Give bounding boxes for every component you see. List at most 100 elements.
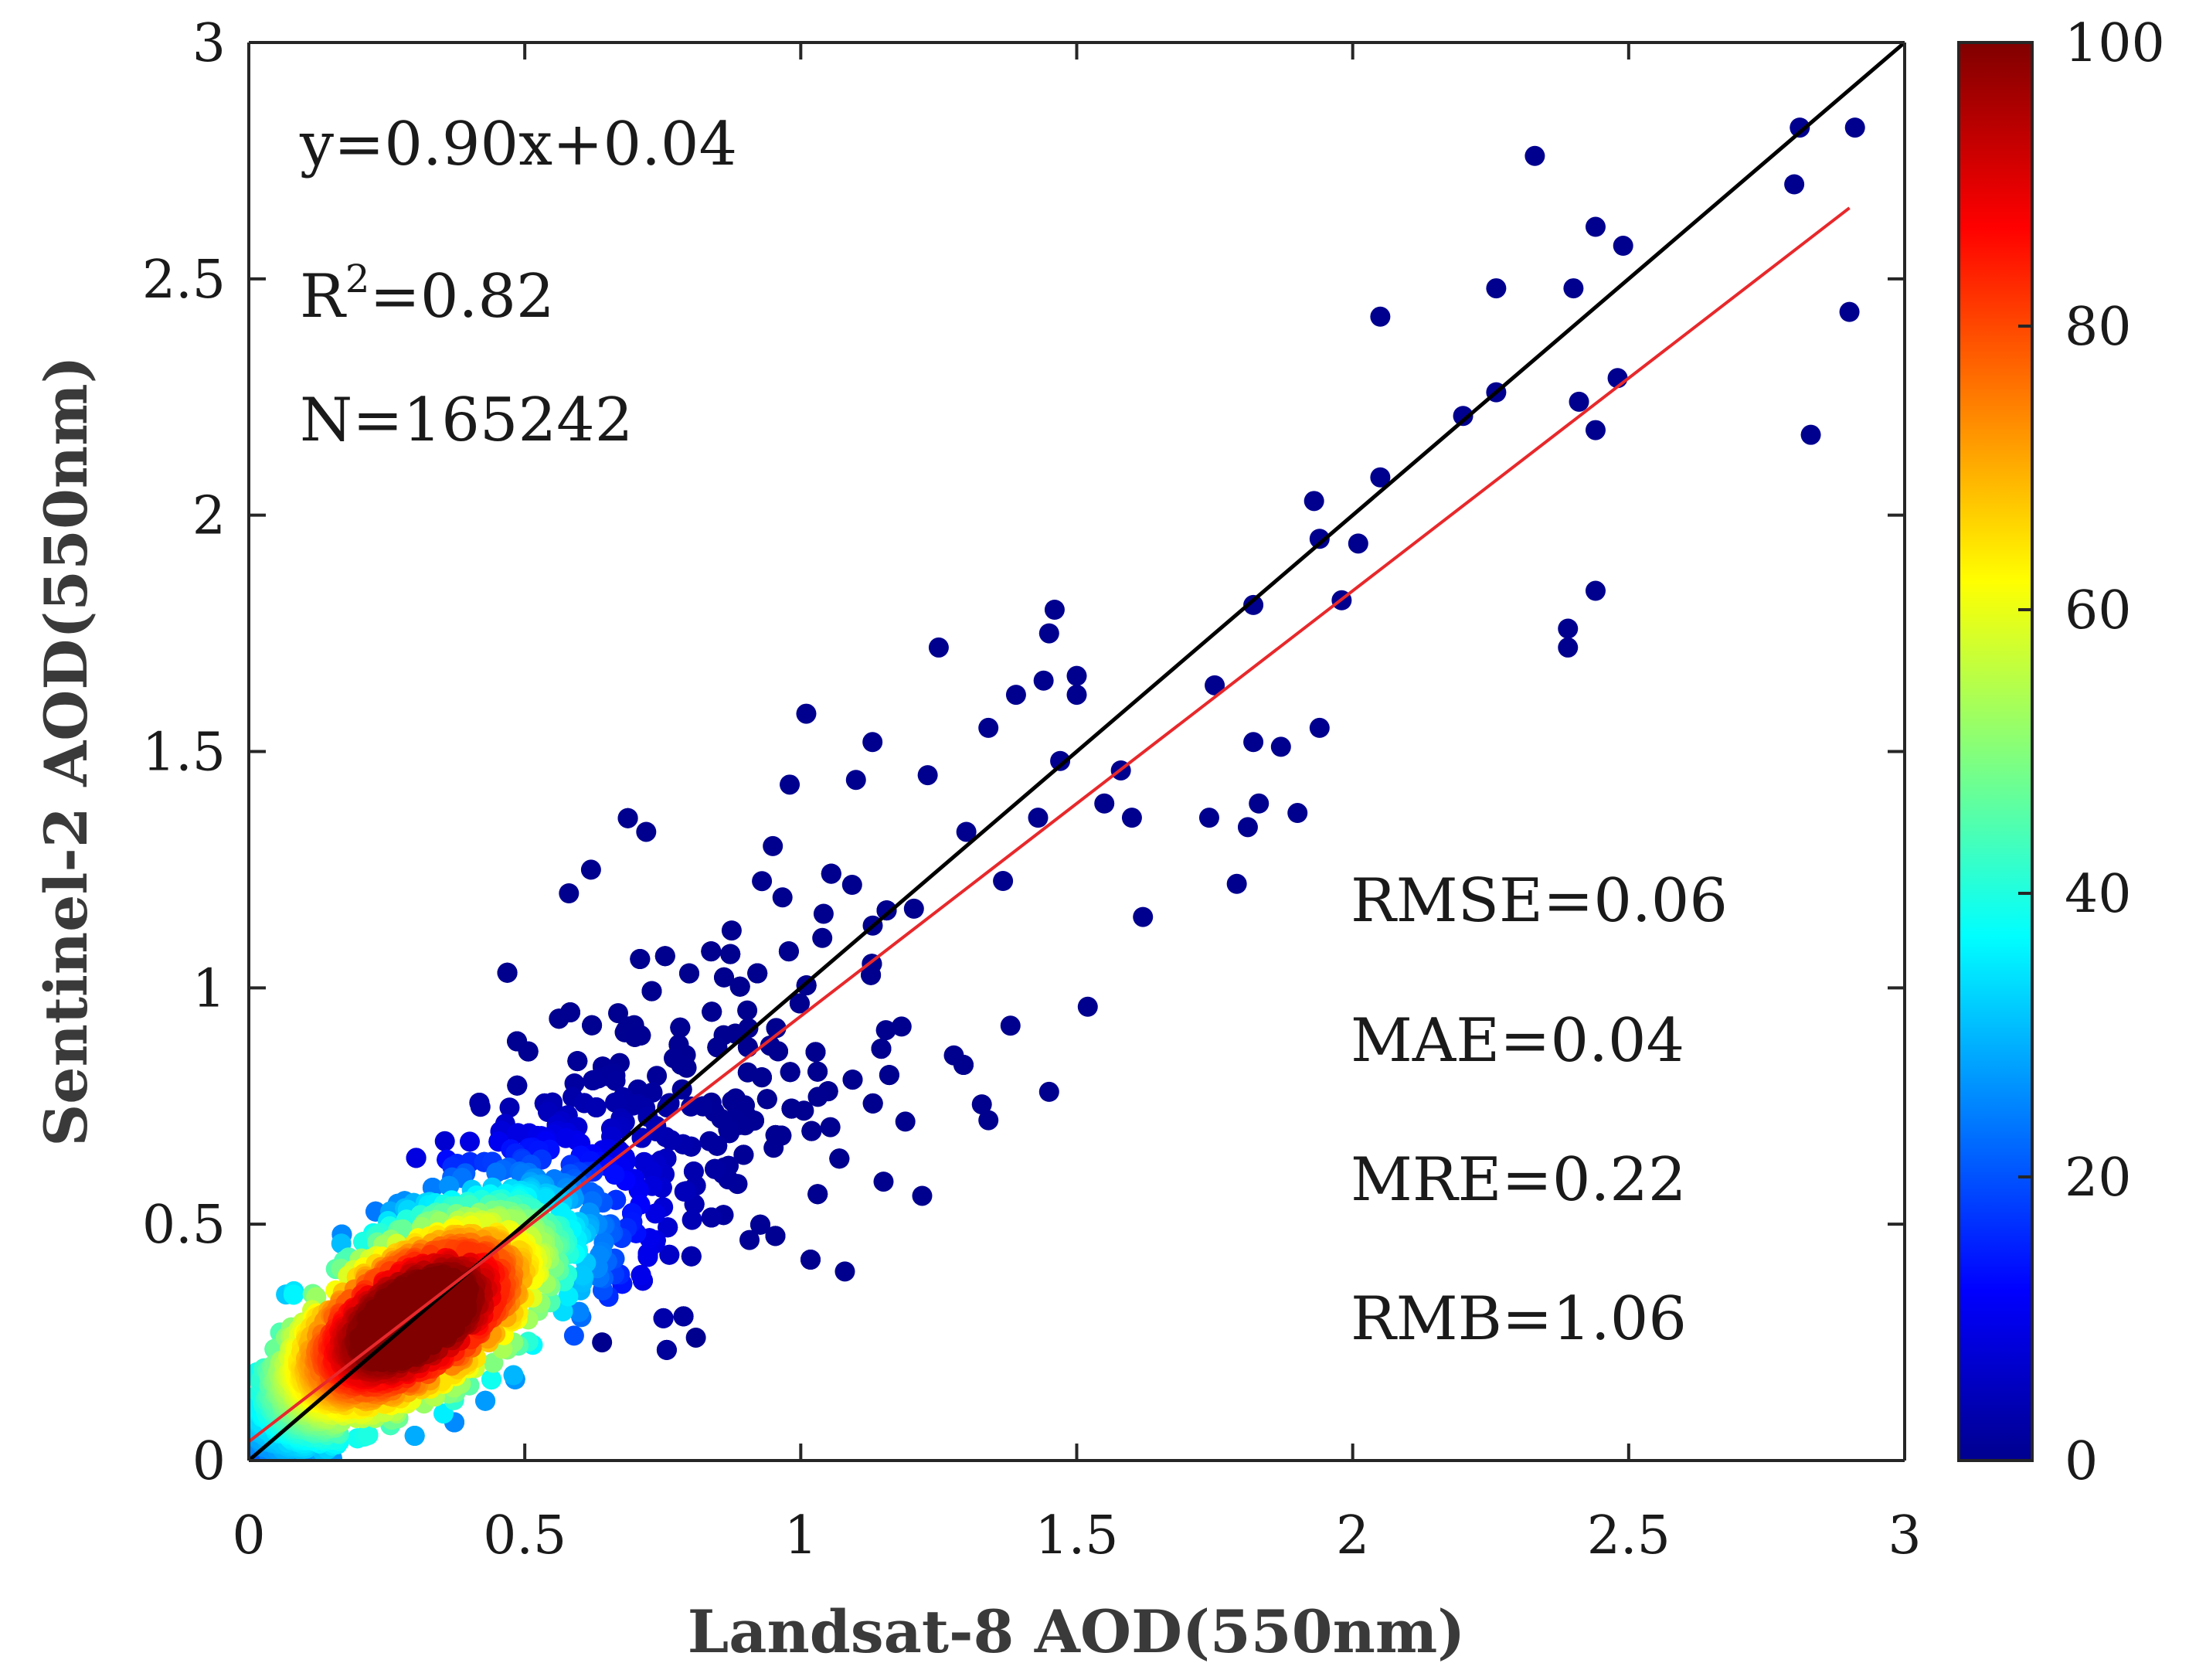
density-point <box>656 1339 677 1360</box>
density-point <box>470 1097 491 1117</box>
density-point <box>752 871 773 892</box>
density-point <box>807 1184 828 1205</box>
density-point <box>623 1095 644 1116</box>
density-point <box>637 1243 658 1264</box>
density-point <box>701 1207 722 1228</box>
density-point <box>475 1390 496 1411</box>
density-point <box>645 1203 666 1224</box>
density-point <box>729 976 750 997</box>
density-point <box>737 1000 758 1021</box>
density-point <box>820 1117 841 1138</box>
density-point <box>404 1426 425 1446</box>
density-point <box>871 1039 892 1059</box>
density-point <box>647 1066 668 1087</box>
density-point <box>760 1036 780 1056</box>
density-point <box>943 1045 964 1066</box>
density-point <box>842 1070 863 1090</box>
density-point <box>702 1002 722 1022</box>
density-point <box>895 1111 916 1132</box>
density-point <box>358 1425 379 1445</box>
density-point <box>821 863 841 884</box>
density-point <box>676 1057 697 1078</box>
density-point <box>699 1131 720 1151</box>
density-point <box>750 1214 770 1235</box>
density-point <box>582 1015 603 1036</box>
density-point <box>670 1017 691 1038</box>
density-point <box>460 1131 480 1152</box>
density-point <box>903 898 924 919</box>
density-point <box>567 1051 588 1072</box>
density-point <box>720 944 741 964</box>
density-point <box>763 835 783 856</box>
density-point <box>807 1087 828 1107</box>
density-point <box>714 967 734 988</box>
density-point <box>631 1265 651 1285</box>
density-point <box>563 1325 584 1346</box>
density-point <box>673 1306 694 1327</box>
density-point <box>807 1061 828 1082</box>
density-point <box>721 920 742 941</box>
density-point <box>971 1094 992 1115</box>
density-point <box>481 1369 501 1390</box>
density-point <box>719 1123 739 1144</box>
density-point <box>586 1097 607 1117</box>
density-point <box>756 1089 777 1110</box>
density-point <box>499 1097 520 1118</box>
density-point <box>627 1079 648 1100</box>
density-point <box>604 1165 625 1185</box>
density-point <box>503 1365 524 1386</box>
density-point <box>862 1093 883 1114</box>
density-point <box>549 1008 569 1029</box>
density-point <box>739 1229 760 1250</box>
density-point <box>781 1098 802 1119</box>
density-point <box>778 941 799 962</box>
density-point <box>813 903 834 924</box>
density-point <box>283 1284 304 1305</box>
density-point <box>657 1097 678 1118</box>
density-point <box>805 1042 826 1063</box>
density-point <box>765 1226 786 1246</box>
density-point <box>682 1209 702 1230</box>
density-point <box>801 1121 822 1141</box>
density-point <box>737 1062 758 1083</box>
density-point <box>573 1265 593 1286</box>
density-point <box>879 1065 899 1086</box>
density-point <box>705 1158 726 1179</box>
density-point <box>891 1016 912 1037</box>
density-point <box>812 927 833 948</box>
density-point <box>674 1182 695 1202</box>
density-point <box>507 1075 528 1096</box>
density-point <box>800 1250 821 1270</box>
density-point <box>747 963 768 984</box>
density-point <box>569 1301 590 1322</box>
density-point <box>624 1026 645 1047</box>
density-point <box>681 1096 702 1117</box>
density-point <box>497 962 518 983</box>
density-point <box>634 1151 654 1172</box>
density-point <box>641 981 662 1002</box>
density-point <box>630 949 651 969</box>
density-point <box>829 1148 850 1169</box>
density-point <box>772 887 793 908</box>
density-point <box>679 963 699 984</box>
density-point <box>406 1148 427 1168</box>
density-point <box>654 946 675 967</box>
density-point <box>518 1041 539 1062</box>
density-point <box>605 1092 625 1113</box>
density-point <box>780 1062 800 1083</box>
density-point <box>617 808 638 828</box>
density-point <box>763 1138 784 1158</box>
density-point <box>993 871 1014 891</box>
density-point <box>653 1308 674 1328</box>
density-point <box>658 1217 678 1238</box>
density-point <box>681 1246 702 1267</box>
density-point <box>789 993 810 1014</box>
density-point <box>605 1070 626 1091</box>
density-point <box>701 941 722 962</box>
density-point <box>875 1020 896 1041</box>
density-point <box>722 1090 743 1111</box>
density-point <box>876 900 897 921</box>
density-point <box>434 1131 455 1151</box>
density-point <box>707 1037 728 1058</box>
